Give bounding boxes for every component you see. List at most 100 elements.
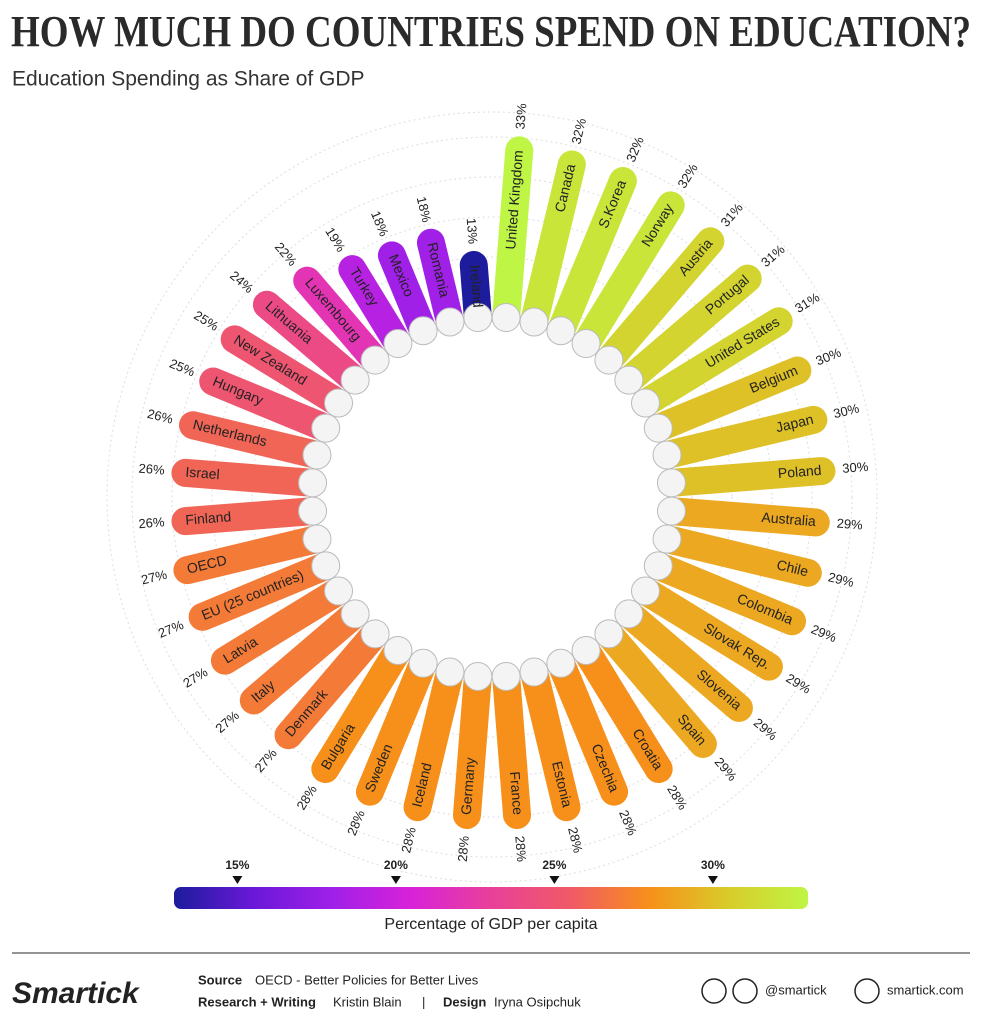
bar — [646, 552, 807, 636]
value-label: 26% — [138, 461, 166, 478]
bar — [171, 497, 325, 536]
flag — [491, 303, 521, 333]
category-label: Finland — [185, 508, 232, 528]
category-label: Ireland — [467, 264, 486, 308]
bar — [452, 664, 492, 830]
research-label: Research + Writing — [198, 994, 316, 1009]
flag — [571, 635, 601, 665]
flag — [340, 365, 370, 395]
value-label: 32% — [623, 134, 647, 164]
flag — [463, 303, 493, 333]
value-label: 32% — [674, 160, 701, 190]
social[interactable]: @smartick — [765, 982, 827, 997]
value-label: 27% — [156, 617, 186, 641]
flag — [630, 576, 660, 606]
value-label: 32% — [568, 116, 589, 145]
bar — [252, 290, 368, 393]
value-label: 26% — [146, 406, 175, 427]
value-label: 25% — [167, 356, 197, 380]
bar — [616, 264, 762, 393]
tick-label: 30% — [701, 858, 725, 872]
flag — [463, 661, 493, 691]
ring — [131, 136, 853, 858]
flag — [643, 413, 673, 443]
bar — [520, 659, 581, 822]
ring — [171, 176, 813, 818]
value-label: 28% — [512, 835, 529, 863]
value-label: 29% — [783, 670, 813, 697]
bar — [178, 411, 330, 469]
flag — [656, 468, 686, 498]
value-label: 27% — [212, 707, 242, 736]
tick-mark — [232, 876, 243, 884]
value-label: 27% — [252, 745, 281, 775]
bar — [633, 307, 793, 416]
chart-subtitle: Education Spending as Share of GDP — [12, 68, 365, 91]
bar — [616, 601, 753, 722]
bar — [654, 405, 828, 469]
category-label: Germany — [458, 757, 478, 816]
tick-mark — [707, 876, 718, 884]
tick-mark — [549, 876, 560, 884]
flag — [630, 388, 660, 418]
tick-mark — [390, 876, 401, 884]
bar — [573, 191, 685, 356]
bar — [355, 651, 437, 806]
bar — [171, 458, 325, 497]
bar — [210, 578, 351, 675]
value-label: 28% — [664, 782, 691, 812]
twitter-icon[interactable] — [701, 978, 727, 1004]
value-label: 28% — [293, 782, 320, 812]
flag — [652, 524, 682, 554]
flag — [571, 329, 601, 359]
bar — [492, 664, 532, 830]
flag — [652, 440, 682, 470]
bar — [293, 266, 388, 373]
bar — [633, 578, 783, 681]
ring — [106, 111, 878, 883]
flag — [614, 365, 644, 395]
bar — [547, 167, 637, 343]
tick-label: 25% — [542, 858, 566, 872]
value-label: 19% — [322, 225, 349, 255]
design-label: Design — [443, 994, 486, 1009]
value-label: 29% — [827, 569, 856, 590]
value-label: 29% — [809, 621, 839, 645]
flag — [408, 648, 438, 678]
bar — [199, 367, 338, 442]
flag — [435, 307, 465, 337]
flag — [302, 440, 332, 470]
website[interactable]: smartick.com — [887, 982, 964, 997]
separator: | — [422, 994, 425, 1009]
flag — [311, 413, 341, 443]
bar — [311, 638, 411, 783]
flag — [311, 551, 341, 581]
flag — [614, 599, 644, 629]
value-label: 30% — [813, 344, 843, 368]
value-label: 28% — [455, 835, 472, 863]
flag — [594, 619, 624, 649]
flag — [360, 345, 390, 375]
ring — [251, 256, 733, 738]
color-bar-label: Percentage of GDP per capita — [384, 916, 597, 933]
flag — [324, 388, 354, 418]
bars: United Kingdom33%Canada32%S.Korea32%Norw… — [138, 102, 869, 862]
value-label: 30% — [842, 459, 870, 476]
flag — [519, 657, 549, 687]
category-label: Israel — [185, 464, 220, 483]
flag — [656, 496, 686, 526]
value-label: 28% — [344, 807, 368, 837]
value-label: 25% — [191, 307, 221, 334]
bar — [659, 457, 836, 497]
instagram-icon[interactable] — [732, 978, 758, 1004]
tick-label: 20% — [384, 858, 408, 872]
value-label: 29% — [712, 754, 741, 784]
flag — [340, 599, 370, 629]
research: Kristin Blain — [333, 994, 402, 1009]
value-label: 18% — [368, 209, 392, 239]
value-label: 29% — [751, 715, 781, 744]
logo: Smartick — [12, 977, 140, 1010]
web-icon[interactable] — [854, 978, 880, 1004]
design: Iryna Osipchuk — [494, 994, 581, 1009]
